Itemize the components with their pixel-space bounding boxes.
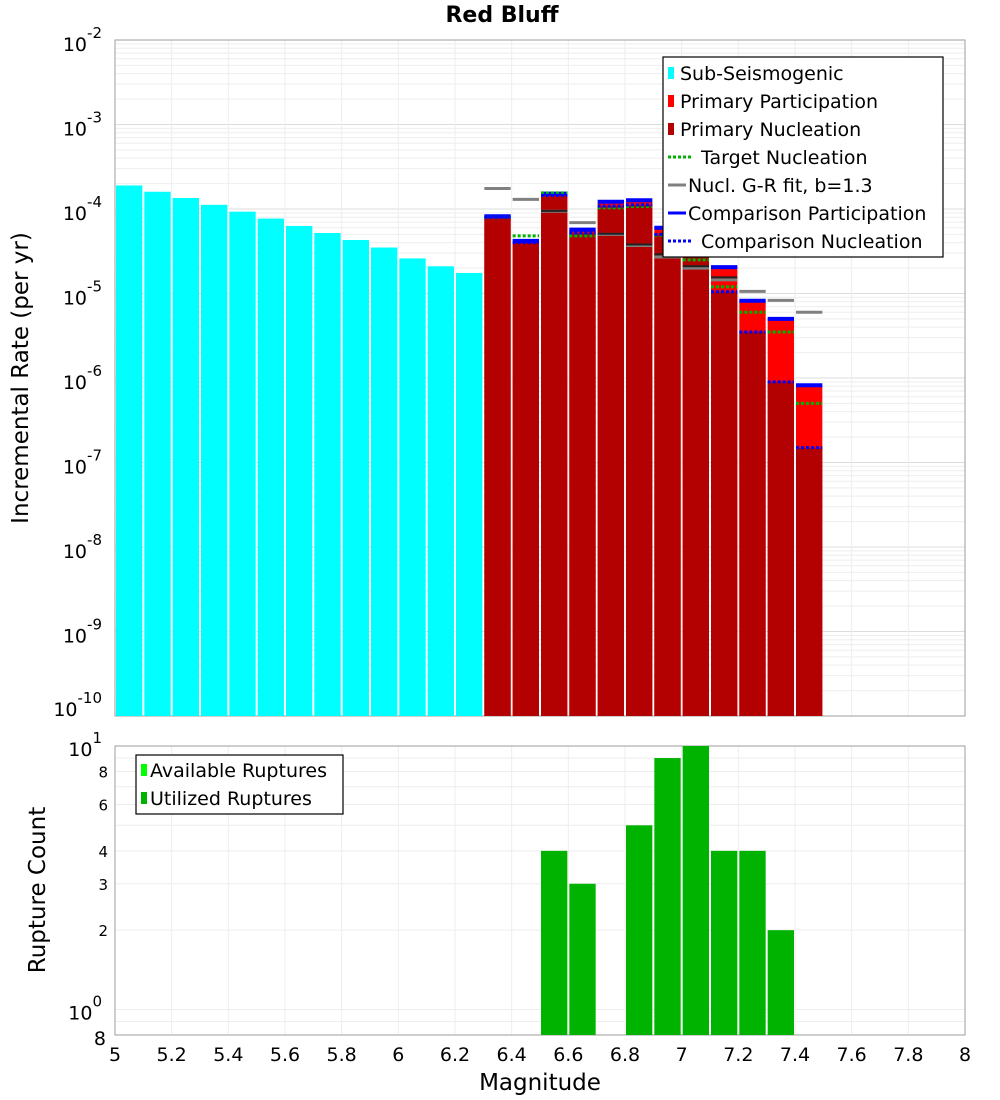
primary-nucleation-bar <box>767 381 794 716</box>
x-tick-label: 7.6 <box>837 1044 867 1066</box>
bottom-y-axis-title: Rupture Count <box>25 807 51 973</box>
legend-swatch <box>668 95 674 107</box>
bottom-y-tick-label: 4 <box>98 843 108 861</box>
sub-seismogenic-bar <box>229 211 256 716</box>
bottom-y-tick-label: 3 <box>98 876 108 894</box>
x-tick-label: 5.8 <box>327 1044 357 1066</box>
top-plot-frame <box>114 39 966 717</box>
sub-seismogenic-bar <box>172 197 199 716</box>
utilized-ruptures-bar <box>767 930 794 1035</box>
utilized-ruptures-bar <box>739 850 766 1035</box>
x-tick-label: 5.2 <box>157 1044 187 1066</box>
legend-label: Primary Participation <box>680 91 878 113</box>
bottom-plot-frame <box>114 745 966 1036</box>
utilized-ruptures-bar <box>682 746 709 1035</box>
top-legend-box <box>662 56 944 258</box>
legend-label: Available Ruptures <box>150 760 327 782</box>
bottom-y-axis-ticks: 100 101 8 8 6 4 3 2 <box>68 729 108 1050</box>
primary-nucleation-bar <box>541 195 568 717</box>
legend-label: Comparison Participation <box>688 203 926 225</box>
top-y-axis-ticks: 10-10 10-9 10-8 10-7 10-6 10-5 10-4 10-3 10-2 <box>53 24 102 721</box>
x-tick-label: 6.4 <box>497 1044 527 1066</box>
x-tick-label: 7 <box>676 1044 688 1066</box>
primary-nucleation-bar <box>739 332 766 716</box>
x-tick-label: 5.4 <box>213 1044 243 1066</box>
top-y-tick-label: 10-9 <box>63 616 102 648</box>
primary-nucleation-bar <box>711 291 738 716</box>
bottom-y-tick-label: 101 <box>68 729 102 761</box>
top-y-tick-label: 10-3 <box>63 109 102 141</box>
utilized-ruptures-bar <box>569 883 596 1035</box>
sub-seismogenic-bar <box>286 225 313 716</box>
bottom-legend: Available Ruptures Utilized Ruptures <box>135 754 344 815</box>
utilized-ruptures-bar <box>626 825 653 1035</box>
bottom-y-tick-label: 8 <box>98 764 108 782</box>
x-tick-label: 7.2 <box>723 1044 753 1066</box>
bottom-y-tick-label: 100 <box>68 992 102 1024</box>
primary-nucleation-bar <box>597 206 624 716</box>
bottom-y-tick-label: 8 <box>94 1028 106 1050</box>
top-y-axis-title: Incremental Rate (per yr) <box>8 232 34 524</box>
top-y-tick-label: 10-10 <box>53 689 102 721</box>
top-y-tick-label: 10-2 <box>63 24 102 56</box>
sub-seismogenic-bar <box>371 247 398 716</box>
legend-swatch <box>668 123 674 135</box>
x-tick-label: 7.4 <box>780 1044 810 1066</box>
utilized-ruptures-bar <box>654 758 681 1035</box>
primary-nucleation-bar <box>796 447 823 716</box>
top-plot-bars <box>116 185 823 717</box>
top-y-tick-label: 10-8 <box>63 531 102 563</box>
sub-seismogenic-bar <box>399 258 426 716</box>
bottom-y-tick-label: 6 <box>98 796 108 814</box>
x-tick-label: 6 <box>392 1044 404 1066</box>
x-axis-title: Magnitude <box>479 1070 601 1096</box>
primary-nucleation-bar <box>512 242 539 717</box>
legend-label: Utilized Ruptures <box>150 788 312 810</box>
top-y-tick-label: 10-7 <box>63 447 102 479</box>
sub-seismogenic-bar <box>144 191 171 717</box>
chart-title: Red Bluff <box>445 3 559 28</box>
legend-label: Target Nucleation <box>700 147 868 169</box>
utilized-ruptures-bar <box>711 850 738 1035</box>
primary-nucleation-bar <box>569 232 596 716</box>
legend-label: Nucl. G-R fit, b=1.3 <box>688 175 873 197</box>
legend-label: Sub-Seismogenic <box>680 63 844 85</box>
top-y-tick-label: 10-6 <box>63 362 102 394</box>
legend-swatch <box>668 67 674 79</box>
x-axis-ticks: 5 5.2 5.4 5.6 5.8 6 6.2 6.4 6.6 6.8 7 7.2 7.4 7.6 7.8 8 <box>109 1044 971 1066</box>
primary-nucleation-bar <box>682 255 709 716</box>
x-tick-label: 7.8 <box>893 1044 923 1066</box>
top-y-tick-label: 10-4 <box>63 193 102 225</box>
sub-seismogenic-bar <box>456 272 483 716</box>
primary-nucleation-bar <box>654 234 681 717</box>
bottom-y-tick-label: 2 <box>98 922 108 940</box>
sub-seismogenic-bar <box>427 266 454 716</box>
top-plot-gridlines <box>114 40 966 717</box>
x-tick-label: 5.6 <box>270 1044 300 1066</box>
top-y-tick-label: 10-5 <box>63 278 102 310</box>
x-tick-label: 6.6 <box>553 1044 583 1066</box>
x-tick-label: 6.8 <box>610 1044 640 1066</box>
primary-nucleation-bar <box>626 204 653 717</box>
legend-label: Primary Nucleation <box>680 119 861 141</box>
utilized-ruptures-bar <box>541 850 568 1035</box>
bottom-legend-box <box>135 754 344 815</box>
bottom-plot-bars <box>541 746 794 1035</box>
x-tick-label: 8 <box>959 1044 971 1066</box>
legend-swatch <box>141 792 147 804</box>
sub-seismogenic-bar <box>314 232 341 716</box>
primary-nucleation-bar <box>484 217 511 716</box>
sub-seismogenic-bar <box>201 204 228 717</box>
sub-seismogenic-bar <box>342 239 369 716</box>
legend-swatch <box>141 764 147 776</box>
sub-seismogenic-bar <box>257 218 284 716</box>
sub-seismogenic-bar <box>116 185 143 717</box>
top-legend: Sub-Seismogenic Primary Participation Prim… <box>662 56 944 258</box>
x-tick-label: 6.2 <box>440 1044 470 1066</box>
x-tick-label: 5 <box>109 1044 121 1066</box>
legend-label: Comparison Nucleation <box>701 231 923 253</box>
